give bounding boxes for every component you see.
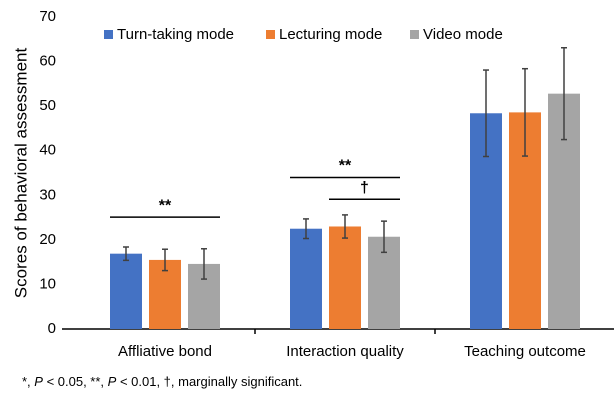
legend-swatch [410, 30, 419, 39]
significance-label: † [360, 180, 369, 197]
y-tick-label: 70 [39, 8, 56, 25]
legend-label: Turn-taking mode [117, 26, 234, 43]
y-tick-label: 50 [39, 97, 56, 114]
x-tick-label: Affliative bond [118, 343, 212, 360]
y-tick-label: 10 [39, 275, 56, 292]
footnote-part: P [108, 374, 117, 389]
y-tick-label: 60 [39, 53, 56, 70]
bar [290, 228, 322, 329]
footnote: *, P < 0.05, **, P < 0.01, †, marginally… [22, 374, 302, 389]
x-tick-label: Interaction quality [286, 343, 404, 360]
significance-label: ** [339, 158, 352, 175]
significance-label: ** [159, 197, 172, 214]
bar [110, 253, 142, 329]
footnote-part: *, [22, 374, 34, 389]
legend-label: Video mode [423, 26, 503, 43]
bar [149, 259, 181, 329]
y-tick-label: 20 [39, 231, 56, 248]
y-axis-label: Scores of behavioral assessment [11, 48, 30, 299]
legend-swatch [104, 30, 113, 39]
bar [329, 226, 361, 329]
y-tick-label: 0 [48, 320, 56, 337]
footnote-part: < 0.01, †, marginally significant. [116, 374, 302, 389]
x-tick-label: Teaching outcome [464, 343, 586, 360]
y-tick-label: 40 [39, 142, 56, 159]
legend-swatch [266, 30, 275, 39]
legend-label: Lecturing mode [279, 26, 382, 43]
footnote-part: < 0.05, **, [43, 374, 108, 389]
footnote-part: P [34, 374, 43, 389]
y-tick-label: 30 [39, 186, 56, 203]
